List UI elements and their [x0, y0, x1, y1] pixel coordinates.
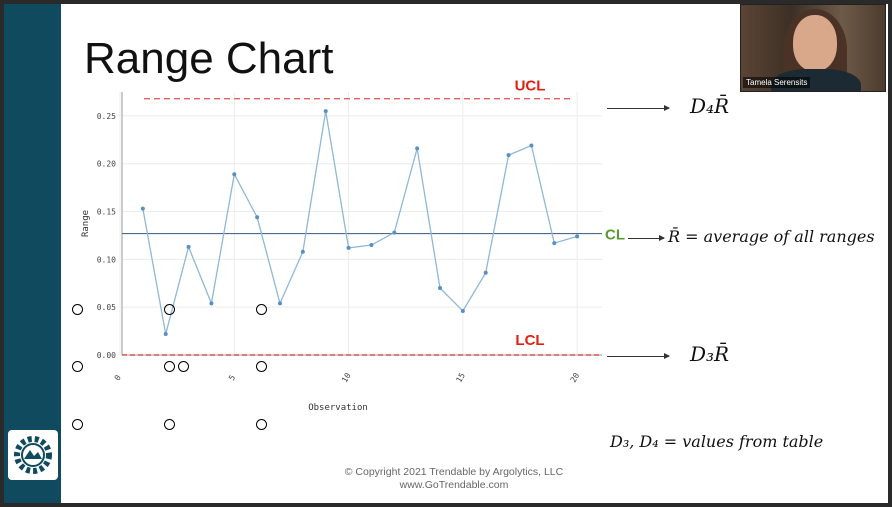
data-point — [483, 270, 488, 275]
data-point — [278, 301, 282, 306]
marker-circle — [72, 419, 83, 430]
data-point — [255, 215, 260, 220]
data-point — [232, 172, 237, 177]
data-point — [369, 243, 374, 248]
data-point — [438, 286, 442, 291]
marker-circle — [72, 361, 83, 372]
lcl-arrow — [607, 353, 670, 359]
data-point — [392, 230, 397, 235]
participant-name: Tamela Serensits — [743, 77, 811, 88]
x-tick-label: 15 — [454, 371, 467, 384]
marker-circle — [256, 304, 267, 315]
y-tick-label: 0.15 — [97, 208, 116, 217]
range-series-line — [142, 111, 578, 335]
marker-circle — [164, 304, 175, 315]
cl-arrow — [628, 235, 665, 241]
data-point — [163, 331, 168, 336]
data-point — [346, 245, 351, 250]
marker-circle — [256, 361, 267, 372]
marker-circle — [164, 361, 175, 372]
y-tick-label: 0.05 — [97, 303, 116, 312]
slide-title: Range Chart — [84, 34, 334, 83]
marker-circle — [256, 419, 267, 430]
video-face — [793, 15, 837, 71]
data-point — [460, 309, 465, 314]
table-note: D₃, D₄ = values from table — [610, 432, 824, 451]
data-point — [323, 109, 328, 114]
ucl-label: UCL — [515, 78, 546, 95]
marker-circle — [72, 304, 83, 315]
gear-logo-icon — [14, 436, 52, 474]
data-point — [529, 143, 534, 148]
marker-circle — [164, 419, 175, 430]
copyright-line-2: www.GoTrendable.com — [399, 479, 509, 491]
data-point — [300, 249, 305, 254]
copyright-line-1: © Copyright 2021 Trendable by Argolytics… — [344, 466, 564, 478]
data-point — [552, 241, 557, 246]
data-point — [575, 234, 580, 239]
y-axis-label: Range — [81, 210, 91, 237]
y-tick-label: 0.10 — [97, 255, 116, 264]
y-tick-label: 0.25 — [97, 112, 116, 121]
trendable-logo — [8, 430, 58, 480]
slide: Range Chart Tamela Serensits 0.00 0.05 0.1… — [4, 4, 888, 503]
marker-circle — [178, 361, 189, 372]
x-tick-label: 5 — [227, 373, 237, 382]
lcl-formula: D₃R̄ — [690, 342, 730, 366]
cl-formula: R̄ = average of all ranges — [668, 227, 875, 246]
data-point — [186, 244, 191, 249]
copyright: © Copyright 2021 Trendable by Argolytics… — [304, 466, 604, 492]
sidebar — [4, 4, 61, 503]
data-point — [415, 146, 420, 151]
x-tick-label: 20 — [569, 371, 582, 384]
data-point — [209, 301, 214, 306]
ucl-arrow — [607, 105, 670, 111]
x-axis-label: Observation — [308, 403, 368, 413]
data-point — [506, 153, 511, 158]
y-tick-label: 0.00 — [97, 351, 116, 360]
x-tick-label: 10 — [340, 371, 353, 384]
range-chart: 0.00 0.05 0.10 0.15 0.20 0.25 0 5 10 15 20 Observat… — [81, 78, 625, 413]
video-thumbnail[interactable]: Tamela Serensits — [740, 4, 886, 92]
x-tick-label: 0 — [113, 373, 123, 382]
lcl-label: LCL — [515, 332, 544, 349]
data-point — [140, 206, 145, 211]
y-tick-label: 0.20 — [97, 160, 116, 169]
ucl-formula: D₄R̄ — [690, 94, 730, 118]
cl-label: CL — [605, 227, 625, 244]
